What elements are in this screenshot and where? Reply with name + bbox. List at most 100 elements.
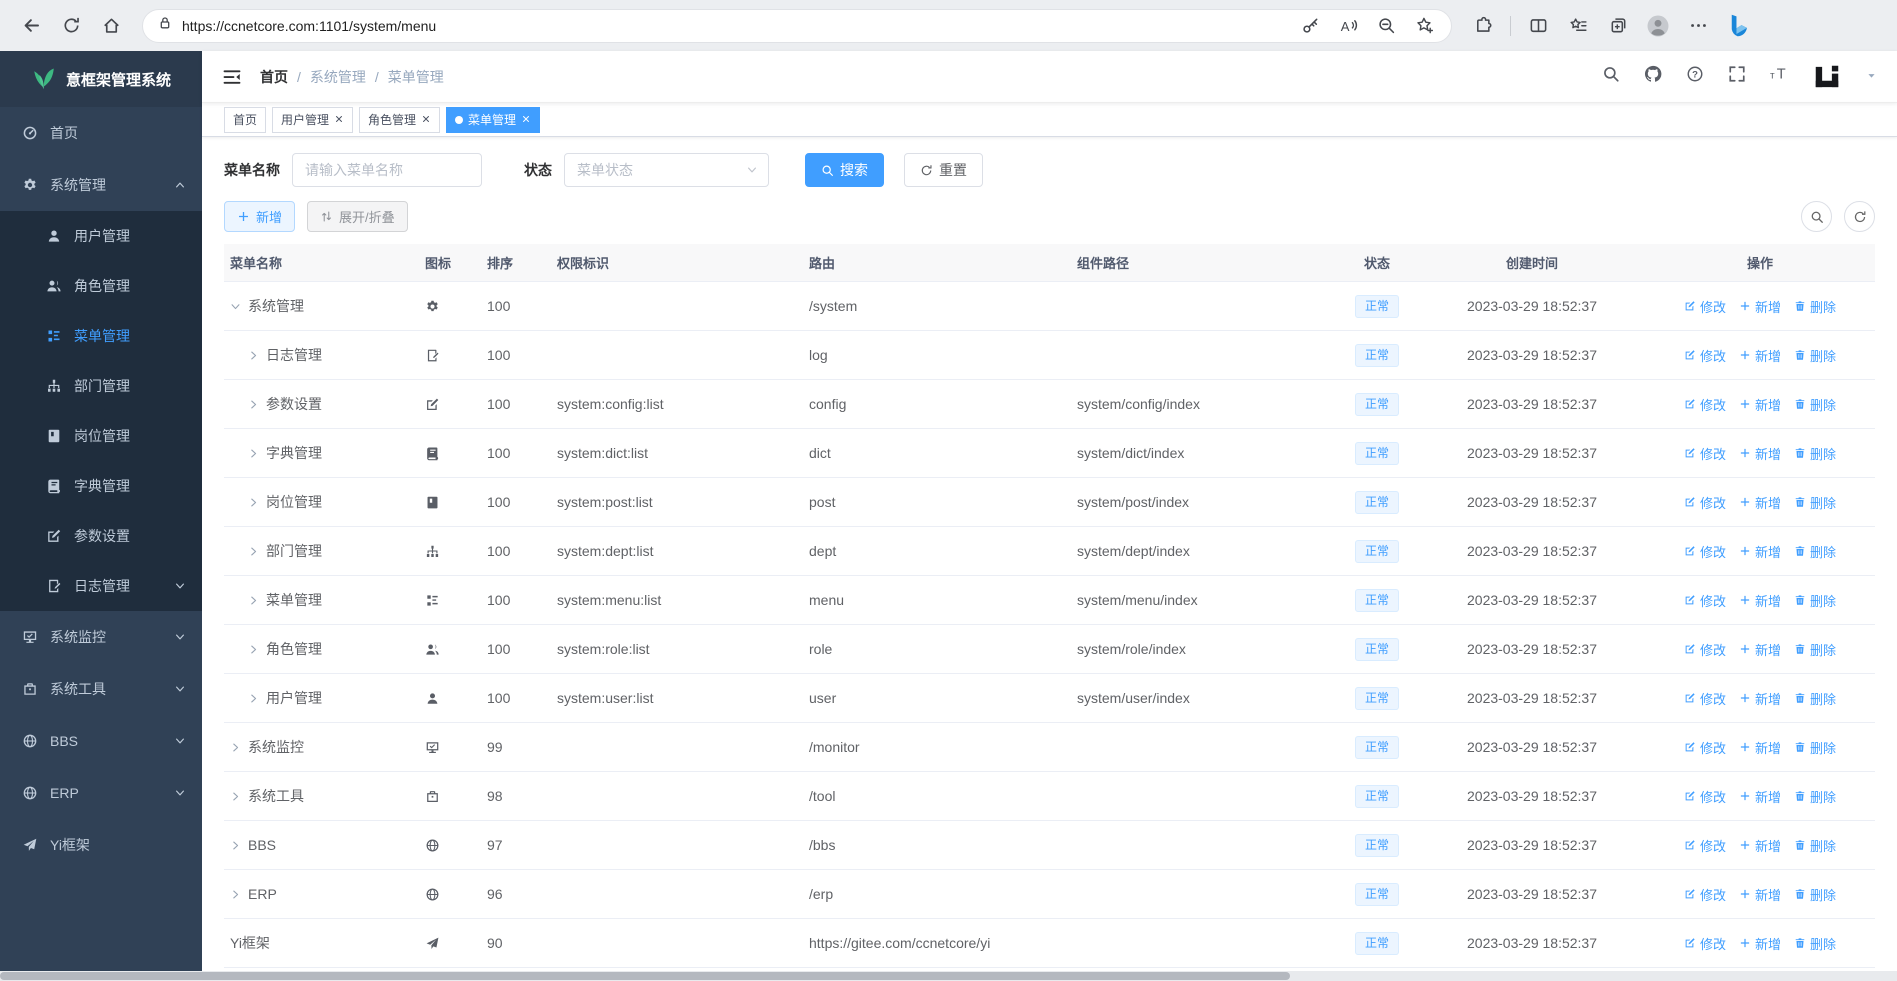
menu-name-input[interactable] <box>292 153 482 187</box>
github-icon[interactable] <box>1644 65 1662 88</box>
expand-down-icon[interactable] <box>230 301 241 312</box>
add-child-link[interactable]: 新增 <box>1739 738 1781 757</box>
sidebar-item-参数设置[interactable]: 参数设置 <box>0 511 202 561</box>
sidebar-item-系统监控[interactable]: 系统监控 <box>0 611 202 663</box>
address-bar[interactable]: https://ccnetcore.com:1101/system/menu <box>142 8 1452 43</box>
edit-link[interactable]: 修改 <box>1684 493 1726 512</box>
collections-icon[interactable] <box>1601 9 1635 43</box>
avatar-caret-icon[interactable] <box>1866 68 1877 86</box>
reset-button[interactable]: 重置 <box>904 153 983 187</box>
delete-link[interactable]: 删除 <box>1794 493 1836 512</box>
tab-用户管理[interactable]: 用户管理 <box>272 106 354 133</box>
edit-link[interactable]: 修改 <box>1684 934 1726 953</box>
sidebar-item-BBS[interactable]: BBS <box>0 715 202 767</box>
browser-refresh-button[interactable] <box>54 9 88 43</box>
edit-link[interactable]: 修改 <box>1684 885 1726 904</box>
add-child-link[interactable]: 新增 <box>1739 346 1781 365</box>
add-child-link[interactable]: 新增 <box>1739 689 1781 708</box>
add-child-link[interactable]: 新增 <box>1739 493 1781 512</box>
fullscreen-icon[interactable] <box>1728 65 1746 88</box>
delete-link[interactable]: 删除 <box>1794 542 1836 561</box>
sidebar-item-用户管理[interactable]: 用户管理 <box>0 211 202 261</box>
sidebar-item-首页[interactable]: 首页 <box>0 107 202 159</box>
add-child-link[interactable]: 新增 <box>1739 934 1781 953</box>
sidebar-item-部门管理[interactable]: 部门管理 <box>0 361 202 411</box>
expand-right-icon[interactable] <box>230 791 241 802</box>
browser-back-button[interactable] <box>14 9 48 43</box>
horizontal-scrollbar[interactable] <box>0 971 1897 981</box>
browser-home-button[interactable] <box>94 9 128 43</box>
sidebar-item-ERP[interactable]: ERP <box>0 767 202 819</box>
add-child-link[interactable]: 新增 <box>1739 640 1781 659</box>
expand-collapse-button[interactable]: 展开/折叠 <box>307 201 408 232</box>
expand-right-icon[interactable] <box>230 742 241 753</box>
delete-link[interactable]: 删除 <box>1794 885 1836 904</box>
refresh-table-button[interactable] <box>1844 201 1875 232</box>
close-icon[interactable] <box>421 114 431 126</box>
delete-link[interactable]: 删除 <box>1794 297 1836 316</box>
lock-icon[interactable] <box>157 15 173 36</box>
browser-menu-icon[interactable] <box>1681 9 1715 43</box>
edit-link[interactable]: 修改 <box>1684 689 1726 708</box>
edit-link[interactable]: 修改 <box>1684 542 1726 561</box>
user-avatar[interactable] <box>1812 62 1842 92</box>
delete-link[interactable]: 删除 <box>1794 395 1836 414</box>
delete-link[interactable]: 删除 <box>1794 444 1836 463</box>
delete-link[interactable]: 删除 <box>1794 346 1836 365</box>
edit-link[interactable]: 修改 <box>1684 591 1726 610</box>
url-text[interactable]: https://ccnetcore.com:1101/system/menu <box>182 17 437 34</box>
add-button[interactable]: 新增 <box>224 201 296 232</box>
sidebar-item-菜单管理[interactable]: 菜单管理 <box>0 311 202 361</box>
edit-link[interactable]: 修改 <box>1684 640 1726 659</box>
status-select[interactable]: 菜单状态 <box>564 153 769 187</box>
edit-link[interactable]: 修改 <box>1684 738 1726 757</box>
scrollbar-thumb[interactable] <box>0 972 1290 980</box>
sidebar-item-Yi框架[interactable]: Yi框架 <box>0 819 202 871</box>
favorites-icon[interactable] <box>1561 9 1595 43</box>
delete-link[interactable]: 删除 <box>1794 591 1836 610</box>
add-child-link[interactable]: 新增 <box>1739 836 1781 855</box>
delete-link[interactable]: 删除 <box>1794 640 1836 659</box>
sidebar-item-日志管理[interactable]: 日志管理 <box>0 561 202 611</box>
edit-link[interactable]: 修改 <box>1684 395 1726 414</box>
close-icon[interactable] <box>334 114 344 126</box>
edit-link[interactable]: 修改 <box>1684 836 1726 855</box>
read-aloud-icon[interactable] <box>1331 9 1365 43</box>
expand-right-icon[interactable] <box>248 350 259 361</box>
password-key-icon[interactable] <box>1293 9 1327 43</box>
add-child-link[interactable]: 新增 <box>1739 885 1781 904</box>
close-icon[interactable] <box>521 114 531 126</box>
delete-link[interactable]: 删除 <box>1794 689 1836 708</box>
expand-right-icon[interactable] <box>248 448 259 459</box>
delete-link[interactable]: 删除 <box>1794 836 1836 855</box>
sidebar-item-角色管理[interactable]: 角色管理 <box>0 261 202 311</box>
delete-link[interactable]: 删除 <box>1794 787 1836 806</box>
add-child-link[interactable]: 新增 <box>1739 787 1781 806</box>
font-size-icon[interactable] <box>1770 65 1788 88</box>
expand-right-icon[interactable] <box>230 840 241 851</box>
delete-link[interactable]: 删除 <box>1794 934 1836 953</box>
edit-link[interactable]: 修改 <box>1684 444 1726 463</box>
browser-profile-avatar[interactable] <box>1641 9 1675 43</box>
zoom-out-icon[interactable] <box>1369 9 1403 43</box>
breadcrumb-item[interactable]: 首页 <box>260 68 288 85</box>
sidebar-item-字典管理[interactable]: 字典管理 <box>0 461 202 511</box>
tab-首页[interactable]: 首页 <box>224 106 267 133</box>
delete-link[interactable]: 删除 <box>1794 738 1836 757</box>
add-child-link[interactable]: 新增 <box>1739 297 1781 316</box>
edit-link[interactable]: 修改 <box>1684 346 1726 365</box>
tab-角色管理[interactable]: 角色管理 <box>359 106 441 133</box>
add-child-link[interactable]: 新增 <box>1739 395 1781 414</box>
expand-right-icon[interactable] <box>248 399 259 410</box>
expand-right-icon[interactable] <box>230 889 241 900</box>
split-screen-icon[interactable] <box>1521 9 1555 43</box>
extensions-icon[interactable] <box>1466 9 1500 43</box>
add-child-link[interactable]: 新增 <box>1739 542 1781 561</box>
expand-right-icon[interactable] <box>248 595 259 606</box>
show-search-button[interactable] <box>1801 201 1832 232</box>
sidebar-fold-icon[interactable] <box>222 67 242 87</box>
expand-right-icon[interactable] <box>248 693 259 704</box>
expand-right-icon[interactable] <box>248 497 259 508</box>
edit-link[interactable]: 修改 <box>1684 297 1726 316</box>
add-child-link[interactable]: 新增 <box>1739 444 1781 463</box>
